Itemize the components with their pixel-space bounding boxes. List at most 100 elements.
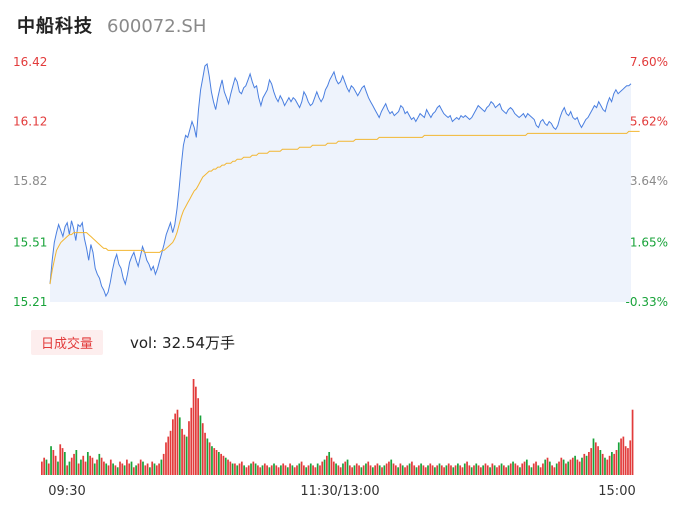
volume-bar (491, 463, 494, 475)
volume-bar (599, 450, 602, 475)
volume-bar (286, 467, 289, 475)
volume-bar (80, 459, 82, 475)
volume-bar (371, 467, 374, 475)
volume-bar (305, 467, 308, 475)
volume-bar (477, 465, 480, 475)
volume-bar (459, 465, 462, 475)
volume-bar (358, 465, 360, 475)
volume-bar (611, 452, 613, 475)
volume-bar (312, 465, 314, 475)
volume-bar (535, 461, 537, 475)
volume-bar (149, 467, 151, 475)
volume-bar (521, 463, 524, 475)
volume-bar (68, 461, 71, 475)
volume-bar (293, 467, 296, 475)
volume-bar (434, 467, 436, 475)
volume-bar (514, 463, 517, 475)
volume-bar (254, 463, 257, 475)
volume-bar (100, 457, 103, 475)
volume-bar (250, 463, 252, 475)
volume-bar (427, 465, 429, 475)
volume-bar (555, 463, 558, 475)
volume-bar (516, 465, 519, 475)
volume-bar (109, 459, 112, 475)
volume-bar (374, 465, 376, 475)
volume-bar (231, 463, 234, 475)
volume-bar (415, 467, 418, 475)
volume-bar (190, 407, 193, 475)
volume-bar (565, 463, 567, 475)
volume-bar (284, 465, 287, 475)
volume-bar (394, 465, 397, 475)
volume-bar (383, 465, 386, 475)
volume-bar (277, 467, 280, 475)
volume-bar (502, 465, 505, 475)
volume-bar (569, 459, 572, 475)
volume-bar (369, 465, 372, 475)
volume-label: vol: 32.54万手 (130, 334, 235, 352)
volume-bar (238, 463, 241, 475)
volume-bar (57, 461, 59, 475)
volume-bar (424, 467, 427, 475)
volume-bar (590, 448, 593, 475)
volume-bar (300, 461, 303, 475)
volume-bar (342, 463, 344, 475)
volume-bar (528, 465, 530, 475)
y-tick-label-right: 1.65% (630, 235, 668, 249)
volume-bar (581, 457, 583, 475)
volume-bar (82, 455, 85, 475)
volume-bar (52, 450, 55, 475)
volume-bar (314, 467, 317, 475)
volume-bar (188, 421, 190, 475)
volume-bar (509, 463, 512, 475)
volume-bar (390, 459, 393, 475)
volume-bar (137, 463, 140, 475)
volume-bar (162, 453, 165, 475)
volume-bar (404, 467, 406, 475)
volume-bar (135, 465, 137, 475)
volume-bar (103, 461, 105, 475)
volume-bar (335, 463, 337, 475)
volume-bar (185, 436, 188, 475)
volume-bar (507, 465, 510, 475)
volume-bar (473, 465, 475, 475)
volume-bar (392, 463, 395, 475)
volume-bar (498, 465, 501, 475)
y-tick-label-left: 16.12 (13, 115, 47, 129)
volume-bar (585, 455, 588, 475)
volume-bar (597, 446, 599, 475)
volume-bar (59, 444, 62, 475)
volume-bar (98, 453, 101, 475)
volume-bar (466, 461, 468, 475)
volume-bar (480, 467, 482, 475)
volume-bar (452, 467, 455, 475)
average-price-line (49, 130, 640, 285)
volume-bar (367, 461, 370, 475)
volume-bar (54, 455, 57, 475)
volume-bar (624, 446, 627, 475)
volume-bar (84, 461, 87, 475)
volume-bar (153, 463, 156, 475)
volume-bar (197, 398, 200, 475)
volume-bar (548, 461, 551, 475)
volume-bar (61, 448, 64, 475)
volume-bar (155, 465, 158, 475)
y-tick-label-right: 5.62% (630, 115, 668, 129)
volume-bar (399, 463, 402, 475)
volume-bar (348, 465, 351, 475)
volume-bar (321, 461, 324, 475)
volume-bar (431, 465, 434, 475)
volume-bar (195, 386, 197, 475)
volume-bar (558, 461, 560, 475)
volume-bar (620, 438, 622, 475)
volume-bar (63, 452, 66, 475)
volume-bar (417, 465, 420, 475)
volume-bar (438, 463, 441, 475)
x-tick-label: 09:30 (48, 484, 85, 499)
volume-bar (280, 465, 282, 475)
volume-bar (217, 452, 220, 475)
volume-bar (562, 459, 565, 475)
volume-bar (378, 465, 381, 475)
volume-bar (268, 467, 271, 475)
volume-bar (463, 463, 466, 475)
